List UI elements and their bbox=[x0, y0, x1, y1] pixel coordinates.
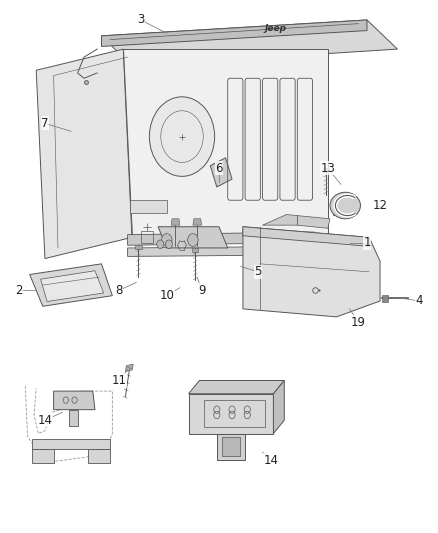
Polygon shape bbox=[171, 219, 180, 225]
Polygon shape bbox=[125, 364, 133, 372]
Polygon shape bbox=[127, 246, 315, 256]
Polygon shape bbox=[41, 271, 104, 302]
Polygon shape bbox=[192, 248, 198, 252]
Text: 2: 2 bbox=[15, 284, 22, 297]
Text: 1: 1 bbox=[363, 236, 371, 249]
Polygon shape bbox=[130, 200, 167, 214]
Polygon shape bbox=[123, 49, 328, 237]
Text: 19: 19 bbox=[351, 316, 366, 329]
Text: 6: 6 bbox=[215, 162, 223, 175]
Polygon shape bbox=[243, 227, 380, 317]
Polygon shape bbox=[158, 227, 228, 248]
Polygon shape bbox=[222, 437, 240, 456]
Polygon shape bbox=[273, 381, 284, 433]
Circle shape bbox=[157, 240, 164, 248]
Circle shape bbox=[166, 240, 173, 248]
Polygon shape bbox=[382, 295, 388, 302]
Text: 14: 14 bbox=[264, 454, 279, 466]
Polygon shape bbox=[102, 20, 397, 66]
Text: 11: 11 bbox=[111, 374, 127, 387]
Polygon shape bbox=[84, 62, 97, 78]
Polygon shape bbox=[30, 264, 113, 306]
Polygon shape bbox=[53, 391, 95, 410]
Text: 3: 3 bbox=[137, 13, 145, 27]
Polygon shape bbox=[102, 20, 367, 46]
Text: 10: 10 bbox=[159, 289, 174, 302]
Polygon shape bbox=[333, 197, 352, 215]
Polygon shape bbox=[32, 449, 53, 463]
Polygon shape bbox=[217, 433, 245, 460]
Text: 7: 7 bbox=[41, 117, 49, 130]
Text: 9: 9 bbox=[198, 284, 205, 297]
Polygon shape bbox=[32, 439, 110, 449]
Polygon shape bbox=[297, 216, 330, 228]
Circle shape bbox=[162, 233, 172, 246]
Text: 5: 5 bbox=[254, 265, 262, 278]
Polygon shape bbox=[127, 232, 315, 245]
Polygon shape bbox=[88, 449, 110, 463]
Polygon shape bbox=[69, 410, 78, 425]
Text: Jeep: Jeep bbox=[265, 25, 286, 34]
Polygon shape bbox=[188, 381, 284, 394]
Polygon shape bbox=[322, 168, 328, 172]
Polygon shape bbox=[193, 219, 201, 225]
Ellipse shape bbox=[149, 97, 215, 176]
Text: 4: 4 bbox=[416, 294, 423, 308]
Ellipse shape bbox=[330, 192, 360, 219]
Text: 14: 14 bbox=[37, 414, 53, 427]
Circle shape bbox=[187, 233, 198, 246]
Polygon shape bbox=[188, 394, 273, 433]
Polygon shape bbox=[210, 158, 232, 187]
Polygon shape bbox=[135, 245, 141, 249]
Text: 8: 8 bbox=[115, 284, 123, 297]
Polygon shape bbox=[36, 49, 132, 259]
Text: 13: 13 bbox=[320, 162, 335, 175]
Polygon shape bbox=[243, 227, 369, 246]
Polygon shape bbox=[262, 215, 297, 225]
Text: 12: 12 bbox=[373, 199, 388, 212]
